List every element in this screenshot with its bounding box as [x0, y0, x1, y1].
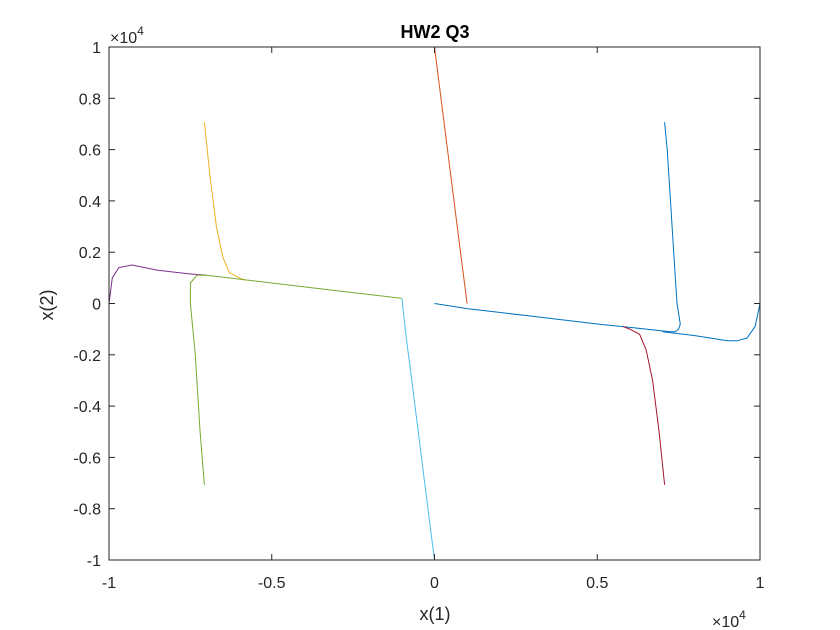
x-exponent-base: ×10: [712, 614, 739, 630]
chart-title: HW2 Q3: [400, 22, 469, 42]
x-tick-label: -0.5: [258, 575, 286, 592]
series-line-1: [434, 122, 681, 333]
series-layer: [108, 46, 761, 561]
x-tick-label: -1: [102, 575, 116, 592]
series-line-6: [401, 298, 435, 561]
tick-layer: -1 -0.5 0 0.5 1 -1 -0.8 -0.6 -0.4 -0.2 0 0.2 0.4 0.6 0…: [73, 40, 764, 592]
y-tick-label: -0.8: [73, 502, 101, 519]
series-line-7: [623, 326, 666, 485]
y-tick-label: 0.2: [79, 245, 101, 262]
x-exponent-power: 4: [739, 608, 746, 622]
y-tick-label: -0.2: [73, 348, 101, 365]
series-line-2: [434, 46, 468, 304]
y-tick-label: 0.6: [79, 143, 101, 160]
y-tick-label: -0.4: [73, 399, 101, 416]
series-line-8: [662, 303, 761, 342]
y-tick-label: 1: [92, 40, 101, 57]
x-exponent-label: ×104: [712, 608, 746, 630]
y-exponent-label: ×104: [110, 24, 144, 47]
series-line-3: [203, 122, 246, 281]
y-tick-label: 0.4: [79, 194, 101, 211]
y-tick-label: -1: [87, 553, 101, 570]
y-tick-label: 0: [92, 297, 101, 314]
x-tick-label: 0: [430, 575, 439, 592]
x-tick-label: 1: [756, 575, 765, 592]
x-axis-label: x(1): [420, 604, 451, 624]
y-axis-label: x(2): [37, 290, 57, 321]
y-tick-label: -0.6: [73, 450, 101, 467]
x-tick-label: 0.5: [586, 575, 608, 592]
y-exponent-base: ×10: [110, 30, 137, 47]
y-tick-label: 0.8: [79, 91, 101, 108]
series-line-4: [108, 264, 207, 304]
plot-box: [108, 46, 761, 561]
y-exponent-power: 4: [137, 24, 144, 38]
series-line-5: [189, 274, 402, 485]
